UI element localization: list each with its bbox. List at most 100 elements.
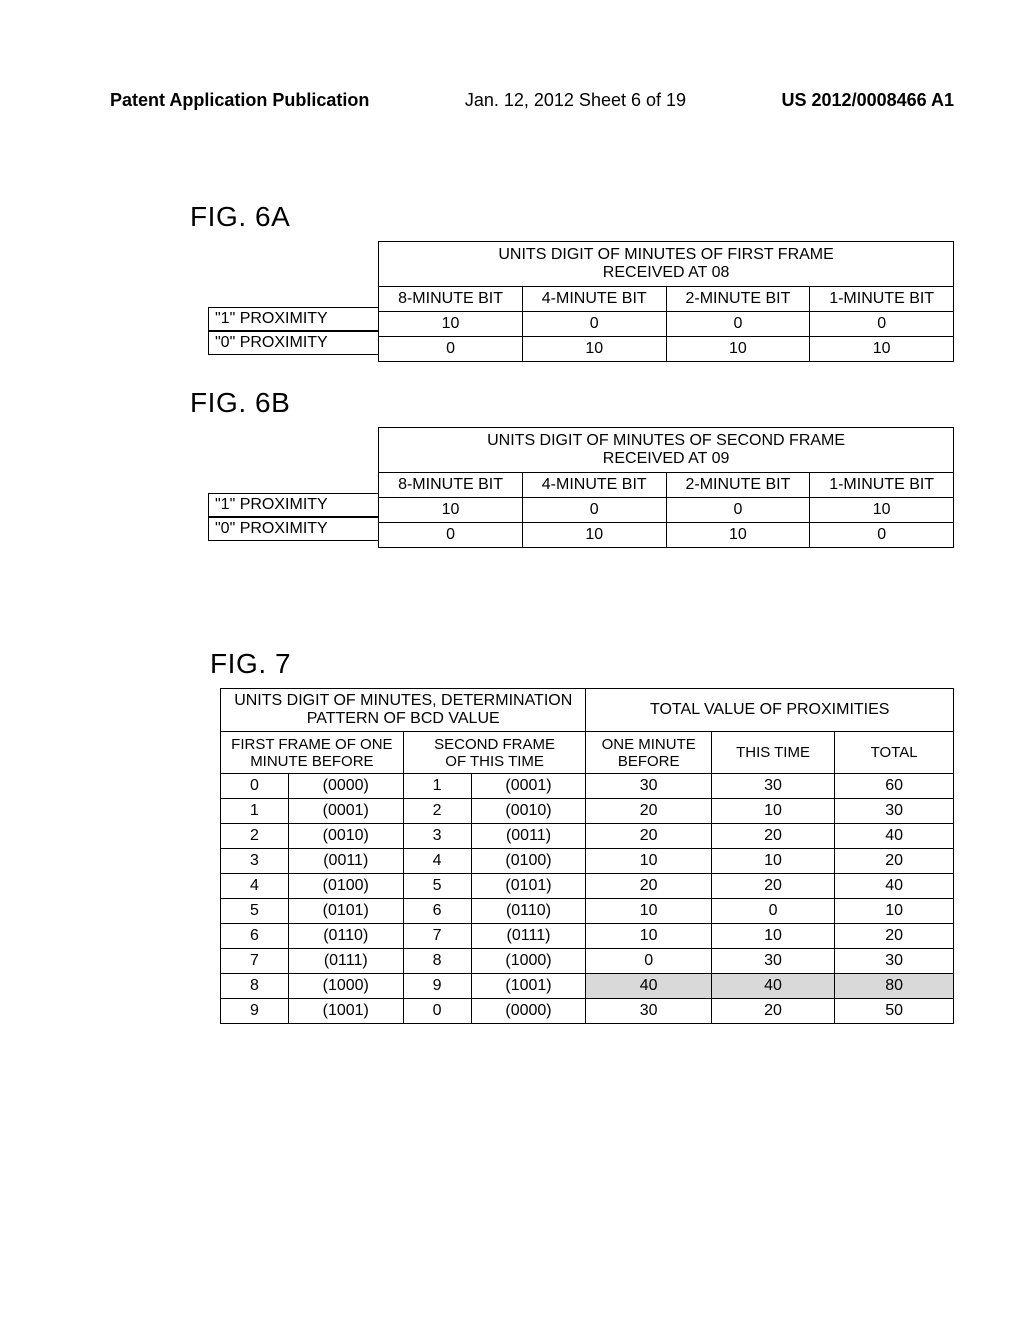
table-cell: (1001): [471, 974, 586, 999]
table-cell: 10: [586, 849, 711, 874]
table-cell: 0: [522, 498, 666, 523]
table-cell: 10: [810, 337, 954, 362]
table-cell: 10: [835, 899, 954, 924]
table-row: 4(0100)5(0101)202040: [221, 874, 954, 899]
fig6b-title: UNITS DIGIT OF MINUTES OF SECOND FRAME R…: [379, 428, 954, 473]
table-cell: (0011): [288, 849, 403, 874]
table-cell: (0011): [471, 824, 586, 849]
fig7-sub-one-min-before: ONE MINUTE BEFORE: [586, 732, 711, 774]
table-cell: 5: [221, 899, 289, 924]
table-cell: 7: [403, 924, 471, 949]
table-cell: 20: [586, 824, 711, 849]
fig6a-table-wrap: "1" PROXIMITY "0" PROXIMITY UNITS DIGIT …: [208, 241, 954, 362]
table-cell: (1001): [288, 999, 403, 1024]
fig6b-row1-label: "1" PROXIMITY: [208, 493, 378, 517]
table-cell: 3: [403, 824, 471, 849]
table-cell: 10: [522, 523, 666, 548]
table-cell: 30: [711, 774, 834, 799]
fig7-sub-first-frame: FIRST FRAME OF ONE MINUTE BEFORE: [221, 732, 404, 774]
table-cell: 50: [835, 999, 954, 1024]
table-row: 2(0010)3(0011)202040: [221, 824, 954, 849]
table-cell: 20: [586, 799, 711, 824]
table-cell: 0: [810, 312, 954, 337]
table-cell: 1: [403, 774, 471, 799]
table-cell: (0110): [471, 899, 586, 924]
table-cell: 0: [221, 774, 289, 799]
table-cell: 10: [666, 523, 810, 548]
fig6a-bit-4: 4-MINUTE BIT: [522, 287, 666, 312]
table-cell: (0111): [288, 949, 403, 974]
table-cell: 0: [379, 337, 523, 362]
table-cell: 10: [586, 899, 711, 924]
fig7-label: FIG. 7: [210, 648, 954, 680]
table-cell: 10: [810, 498, 954, 523]
table-cell: 30: [711, 949, 834, 974]
table-cell: (0001): [471, 774, 586, 799]
table-cell: 2: [403, 799, 471, 824]
table-cell: 2: [221, 824, 289, 849]
table-cell: 20: [711, 824, 834, 849]
table-cell: 0: [711, 899, 834, 924]
table-cell: 8: [221, 974, 289, 999]
table-cell: 20: [711, 874, 834, 899]
table-cell: 10: [711, 849, 834, 874]
table-cell: (0010): [471, 799, 586, 824]
fig6b-table: UNITS DIGIT OF MINUTES OF SECOND FRAME R…: [378, 427, 954, 548]
table-row: 1(0001)2(0010)201030: [221, 799, 954, 824]
table-cell: 8: [403, 949, 471, 974]
table-cell: 6: [221, 924, 289, 949]
table-cell: 0: [403, 999, 471, 1024]
table-cell: 40: [586, 974, 711, 999]
table-cell: (0000): [288, 774, 403, 799]
table-cell: 20: [835, 849, 954, 874]
table-cell: 4: [403, 849, 471, 874]
table-cell: 0: [666, 312, 810, 337]
table-cell: 40: [835, 824, 954, 849]
table-row: 0(0000)1(0001)303060: [221, 774, 954, 799]
table-row: 7(0111)8(1000)03030: [221, 949, 954, 974]
table-cell: 0: [666, 498, 810, 523]
fig6a-table: UNITS DIGIT OF MINUTES OF FIRST FRAME RE…: [378, 241, 954, 362]
table-cell: (0100): [471, 849, 586, 874]
table-cell: (0010): [288, 824, 403, 849]
table-cell: 10: [379, 498, 523, 523]
fig7-group1: UNITS DIGIT OF MINUTES, DETERMINATION PA…: [221, 689, 586, 732]
table-cell: 0: [586, 949, 711, 974]
table-row: 6(0110)7(0111)101020: [221, 924, 954, 949]
fig6b-bit-1: 1-MINUTE BIT: [810, 473, 954, 498]
header-left: Patent Application Publication: [110, 90, 369, 111]
fig6b-bit-2: 2-MINUTE BIT: [666, 473, 810, 498]
fig7-sub-total: TOTAL: [835, 732, 954, 774]
table-cell: 0: [379, 523, 523, 548]
fig6b-row0-label: "0" PROXIMITY: [208, 517, 378, 541]
table-cell: 10: [711, 924, 834, 949]
table-cell: 30: [586, 774, 711, 799]
table-row: 9(1001)0(0000)302050: [221, 999, 954, 1024]
table-cell: 3: [221, 849, 289, 874]
table-row: 3(0011)4(0100)101020: [221, 849, 954, 874]
table-cell: 9: [221, 999, 289, 1024]
fig6a-row1-label: "1" PROXIMITY: [208, 307, 378, 331]
table-cell: 20: [711, 999, 834, 1024]
fig6b-bit-4: 4-MINUTE BIT: [522, 473, 666, 498]
fig6a-label: FIG. 6A: [190, 201, 954, 233]
table-cell: (0100): [288, 874, 403, 899]
table-row: 8(1000)9(1001)404080: [221, 974, 954, 999]
table-cell: (1000): [471, 949, 586, 974]
table-cell: 10: [379, 312, 523, 337]
table-cell: 40: [711, 974, 834, 999]
table-cell: 10: [666, 337, 810, 362]
table-cell: 5: [403, 874, 471, 899]
table-cell: 30: [586, 999, 711, 1024]
table-cell: 6: [403, 899, 471, 924]
table-cell: 10: [522, 337, 666, 362]
table-cell: 40: [835, 874, 954, 899]
fig6b-table-wrap: "1" PROXIMITY "0" PROXIMITY UNITS DIGIT …: [208, 427, 954, 548]
fig6a-title: UNITS DIGIT OF MINUTES OF FIRST FRAME RE…: [379, 242, 954, 287]
table-cell: 20: [835, 924, 954, 949]
fig7-sub-this-time: THIS TIME: [711, 732, 834, 774]
fig7-sub-second-frame: SECOND FRAME OF THIS TIME: [403, 732, 586, 774]
fig7-table: UNITS DIGIT OF MINUTES, DETERMINATION PA…: [220, 688, 954, 1024]
table-cell: 9: [403, 974, 471, 999]
page-header: Patent Application Publication Jan. 12, …: [110, 90, 954, 111]
